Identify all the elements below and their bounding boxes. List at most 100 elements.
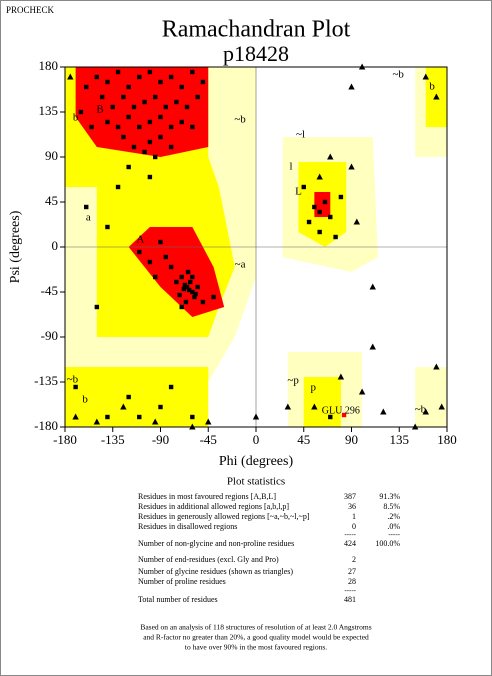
stat-percent: .2% — [387, 512, 400, 521]
stat-count: 27 — [348, 567, 356, 576]
residue-point — [158, 239, 163, 245]
residue-point — [328, 414, 333, 420]
x-tick-label: -90 — [152, 432, 169, 447]
stat-label: Total number of residues — [138, 595, 218, 604]
residue-point — [200, 79, 206, 85]
residue-point — [183, 299, 189, 305]
region-favoured — [75, 67, 209, 157]
stat-separator: ----- — [344, 531, 356, 539]
residue-point — [317, 229, 322, 235]
residue-point — [94, 74, 100, 80]
residue-point — [190, 274, 195, 280]
residue-point — [84, 204, 89, 210]
stat-label: Residues in most favoured regions [A,B,L… — [138, 492, 276, 501]
residue-point — [163, 254, 169, 260]
region-label: a — [86, 212, 91, 224]
residue-point — [115, 69, 121, 75]
residue-point — [94, 304, 100, 310]
residue-point — [152, 274, 158, 280]
residue-point — [126, 394, 131, 400]
glycine-point — [205, 418, 212, 425]
region-label: B — [96, 104, 103, 116]
residue-point — [147, 139, 153, 145]
residue-point — [147, 69, 153, 75]
x-tick-label: 180 — [437, 432, 457, 447]
residue-point — [163, 104, 169, 110]
region-label: b — [73, 112, 79, 124]
glycine-point — [433, 363, 440, 370]
region-label: ~b — [67, 374, 79, 386]
residue-point — [158, 114, 163, 120]
residue-point — [105, 224, 110, 230]
x-tick-label: 90 — [345, 432, 358, 447]
glycine-point — [369, 283, 376, 290]
residue-point — [306, 219, 312, 225]
stat-label: Number of glycine residues (shown as tri… — [138, 567, 293, 576]
stat-label: Number of end-residues (excl. Gly and Pr… — [138, 555, 279, 564]
residue-point — [301, 184, 306, 190]
residue-point — [174, 279, 179, 285]
residue-point — [147, 119, 153, 125]
residue-point — [152, 94, 158, 100]
glycine-point — [284, 403, 292, 410]
residue-point — [78, 109, 84, 115]
residue-point — [142, 99, 147, 105]
region-label: ~p — [287, 375, 299, 387]
x-axis-label: Phi (degrees) — [219, 454, 294, 469]
residue-point — [89, 124, 94, 130]
residue-point — [158, 404, 163, 410]
glycine-point — [422, 408, 429, 415]
residue-point — [137, 74, 142, 80]
residue-point — [158, 79, 163, 85]
residue-point — [126, 84, 131, 90]
residue-point — [121, 134, 126, 140]
residue-point — [137, 124, 142, 130]
region-allowed — [303, 377, 341, 427]
region-allowed — [65, 367, 209, 427]
residue-point — [317, 209, 322, 215]
y-tick-label: 90 — [45, 148, 58, 163]
region-label: A — [136, 234, 144, 246]
x-tick-label: -135 — [101, 432, 125, 447]
glycine-point — [348, 163, 355, 170]
residue-point — [190, 69, 195, 75]
residue-point — [185, 269, 191, 275]
y-tick-label: 180 — [39, 58, 59, 73]
y-tick-label: -135 — [34, 373, 58, 388]
stat-percent: 8.5% — [383, 502, 400, 511]
stat-percent: .0% — [387, 522, 400, 531]
glycine-point — [353, 218, 361, 225]
region-label: ~b — [234, 114, 246, 126]
chart-title: Ramachandran Plot — [162, 17, 351, 43]
region-label: b — [82, 394, 88, 406]
point-annotation: GLU 296 — [322, 405, 360, 416]
region-favoured — [314, 192, 331, 217]
residue-point — [168, 124, 174, 130]
residue-point — [126, 114, 131, 120]
stat-label: Number of proline residues — [138, 577, 226, 586]
residue-point — [110, 104, 115, 110]
stat-count: 2 — [352, 555, 356, 564]
footnote: to have over 90% in the most favoured re… — [185, 643, 327, 652]
residue-point — [328, 214, 333, 220]
residue-point — [142, 149, 147, 155]
glycine-point — [311, 403, 318, 410]
residue-point — [99, 94, 105, 100]
stat-label: Residues in additional allowed regions [… — [138, 502, 289, 511]
residue-point — [186, 287, 192, 293]
glycine-point — [327, 153, 334, 160]
region-label: ~l — [296, 129, 305, 141]
residue-point — [333, 234, 338, 240]
residue-point — [190, 289, 195, 295]
residue-point — [84, 84, 89, 90]
x-tick-label: 0 — [253, 432, 260, 447]
x-tick-label: -180 — [53, 432, 77, 447]
glycine-point — [151, 418, 159, 425]
residue-point — [179, 274, 184, 280]
region-label: ~b — [392, 69, 404, 81]
stat-percent: 100.0% — [375, 539, 400, 548]
residue-point — [131, 144, 137, 150]
residue-point — [190, 414, 195, 420]
residue-point — [137, 249, 142, 255]
